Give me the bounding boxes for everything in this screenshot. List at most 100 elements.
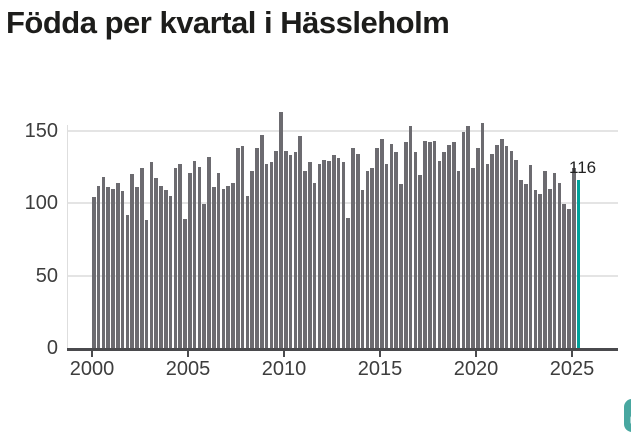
bar xyxy=(168,195,173,348)
bar xyxy=(394,152,398,348)
bar xyxy=(447,145,451,348)
bar xyxy=(250,171,254,348)
y-axis-tick-label: 0 xyxy=(46,337,58,359)
bar xyxy=(288,155,293,348)
bar xyxy=(221,188,226,348)
bar xyxy=(500,139,504,348)
bar xyxy=(178,163,182,348)
x-axis-tick-label: 2020 xyxy=(453,358,499,380)
bar xyxy=(192,160,197,348)
bar xyxy=(111,188,115,348)
x-axis-tick xyxy=(571,351,573,357)
bar xyxy=(308,162,312,348)
bar xyxy=(149,162,154,348)
bar xyxy=(408,126,413,348)
x-axis-tick-label: 2015 xyxy=(357,358,403,380)
x-axis-tick-label: 2025 xyxy=(549,358,595,380)
bar xyxy=(212,187,216,348)
bar xyxy=(226,185,230,348)
bar xyxy=(437,160,442,348)
bar xyxy=(428,142,432,348)
bar xyxy=(543,171,547,348)
x-axis-tick xyxy=(379,351,381,357)
x-axis-tick-label: 2005 xyxy=(165,358,211,380)
bar xyxy=(413,152,418,348)
bar xyxy=(154,178,158,348)
bar xyxy=(336,158,341,348)
bar xyxy=(466,126,470,348)
bar xyxy=(495,145,499,348)
highlighted-bar-value-label: 116 xyxy=(569,157,597,177)
bar xyxy=(255,147,259,348)
bar xyxy=(207,156,211,348)
bar xyxy=(346,217,350,348)
y-axis-spine xyxy=(67,125,68,348)
bar xyxy=(533,189,538,348)
bar xyxy=(231,182,235,348)
y-axis-tick-label: 50 xyxy=(35,264,58,287)
bar xyxy=(197,166,202,348)
bar xyxy=(92,197,96,348)
bar xyxy=(562,204,566,348)
y-axis-tick-label: 150 xyxy=(24,119,58,142)
bar xyxy=(480,123,485,348)
bar xyxy=(260,134,264,348)
bar xyxy=(557,182,562,348)
bar xyxy=(303,171,307,348)
bar xyxy=(456,171,461,348)
bar xyxy=(144,220,149,348)
x-axis-tick xyxy=(91,351,93,357)
bar xyxy=(476,147,480,348)
bar xyxy=(471,168,475,348)
bar xyxy=(298,136,302,348)
x-axis-tick-label: 2000 xyxy=(69,358,115,380)
bar xyxy=(116,182,120,348)
bar xyxy=(106,187,110,348)
x-axis-tick xyxy=(283,351,285,357)
bar xyxy=(322,159,326,348)
bar xyxy=(130,174,134,348)
bar xyxy=(101,176,106,348)
bar xyxy=(332,155,336,348)
bar xyxy=(418,175,422,348)
bar xyxy=(264,163,269,348)
bar xyxy=(327,160,331,348)
gridline-150 xyxy=(67,129,618,132)
bar xyxy=(375,147,379,348)
bar xyxy=(548,188,552,348)
bar xyxy=(370,168,374,348)
bar xyxy=(384,163,389,348)
bar xyxy=(404,142,408,348)
bar xyxy=(442,152,446,348)
bar xyxy=(240,146,245,348)
bar xyxy=(524,184,528,348)
bar xyxy=(461,131,466,348)
y-axis-tick-label: 100 xyxy=(24,192,58,214)
x-axis-tick xyxy=(475,351,477,357)
bar xyxy=(188,172,192,348)
bar xyxy=(312,182,317,348)
bar xyxy=(236,147,240,348)
bar xyxy=(120,191,125,348)
bar xyxy=(452,142,456,348)
bar xyxy=(269,162,274,348)
bar xyxy=(96,185,101,348)
bar xyxy=(317,163,322,348)
bar xyxy=(216,172,221,348)
bar xyxy=(514,159,518,348)
bar xyxy=(572,168,576,348)
bar xyxy=(365,171,370,348)
bar xyxy=(245,195,250,348)
bar xyxy=(284,150,288,348)
bar xyxy=(293,152,298,348)
bar xyxy=(356,153,360,348)
bar xyxy=(509,150,514,348)
x-axis-line xyxy=(67,348,618,351)
newsworthy-logo-icon xyxy=(624,399,631,432)
bar xyxy=(159,185,163,348)
bar xyxy=(389,143,394,348)
bar xyxy=(279,111,283,348)
bar xyxy=(202,204,206,348)
bar xyxy=(423,140,427,348)
